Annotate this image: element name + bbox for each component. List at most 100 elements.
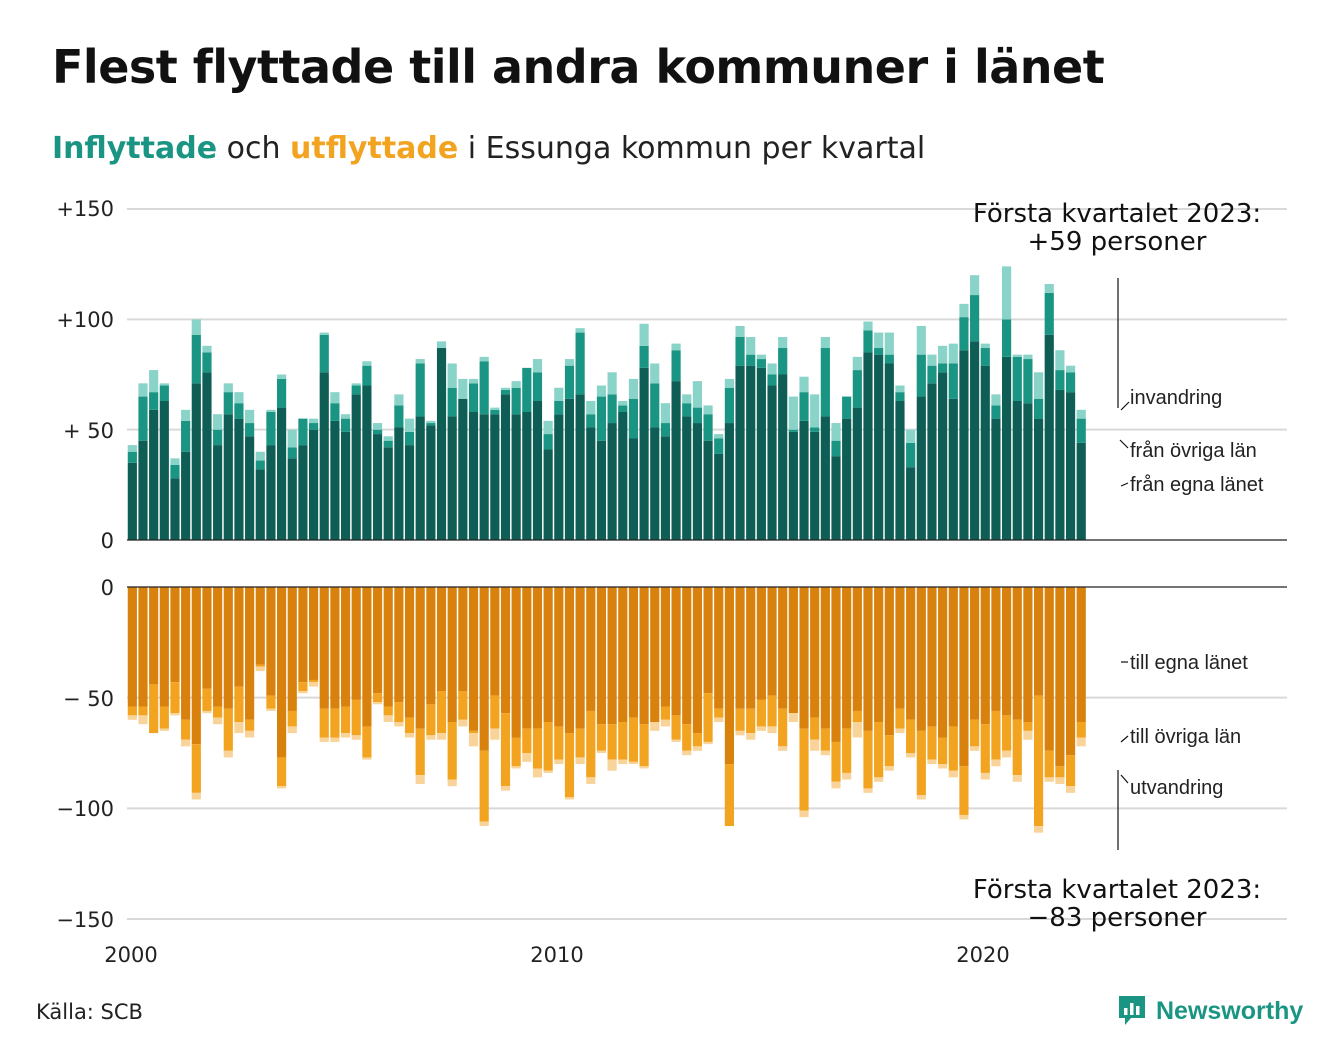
outflow-own-lan-bar-22 — [362, 587, 372, 727]
outflow-other-lan-bar-27 — [415, 728, 425, 776]
outflow-emigration-bar-45 — [607, 759, 617, 771]
outflow-own-lan-bar-5 — [181, 587, 191, 720]
outflow-emigration-bar-82 — [1002, 750, 1012, 758]
outflow-other-lan-bar-44 — [596, 724, 607, 751]
bottom-annotation: Första kvartalet 2023: −83 personer — [973, 875, 1261, 933]
outflow-other-lan-bar-13 — [266, 695, 276, 709]
outflow-other-lan-bar-78 — [959, 766, 969, 815]
inflow-other-lan-bar-47 — [628, 398, 639, 439]
outflow-other-lan-bar-17 — [309, 679, 319, 683]
outflow-own-lan-bar-16 — [298, 587, 308, 683]
outflow-emigration-bar-50 — [660, 719, 670, 727]
outflow-own-lan-bar-36 — [511, 587, 521, 738]
outflow-emigration-bar-85 — [1034, 826, 1044, 833]
outflow-emigration-bar-37 — [522, 753, 532, 762]
inflow-own-lan-bar-21 — [351, 394, 361, 540]
outflow-emigration-bar-69 — [863, 788, 873, 793]
inflow-own-lan-bar-78 — [959, 350, 969, 540]
outflow-other-lan-bar-72 — [895, 708, 905, 729]
inflow-own-lan-bar-43 — [586, 427, 596, 540]
inflow-own-lan-bar-53 — [692, 423, 702, 540]
outflow-own-lan-bar-82 — [1002, 587, 1012, 716]
inflow-other-lan-bar-69 — [863, 330, 873, 353]
outflow-other-lan-bar-73 — [906, 719, 916, 753]
leader-utvandring — [1120, 774, 1129, 784]
inflow-other-lan-bar-0 — [127, 451, 137, 463]
inflow-immigration-bar-60 — [767, 363, 777, 375]
outflow-other-lan-bar-81 — [991, 710, 1001, 760]
inflow-own-lan-bar-48 — [639, 367, 649, 540]
outflow-own-lan-bar-55 — [714, 587, 724, 709]
label-till-ovriga-lan: till övriga län — [1130, 726, 1241, 748]
inflow-own-lan-bar-38 — [532, 400, 543, 540]
outflow-emigration-bar-12 — [255, 666, 265, 672]
inflow-own-lan-bar-69 — [863, 352, 873, 540]
inflow-own-lan-bar-34 — [490, 414, 500, 540]
inflow-immigration-bar-75 — [927, 354, 937, 366]
outflow-other-lan-bar-0 — [127, 706, 137, 716]
outflow-other-lan-bar-86 — [1044, 750, 1054, 778]
outflow-own-lan-bar-13 — [266, 587, 276, 696]
inflow-own-lan-bar-80 — [980, 365, 990, 540]
outflow-emigration-bar-41 — [564, 797, 575, 800]
inflow-own-lan-bar-64 — [810, 431, 820, 540]
inflow-other-lan-bar-43 — [586, 414, 596, 428]
outflow-emigration-bar-44 — [596, 750, 607, 753]
inflow-immigration-bar-52 — [682, 394, 692, 404]
inflow-immigration-bar-49 — [650, 363, 660, 384]
inflow-immigration-bar-58 — [746, 336, 756, 355]
outflow-emigration-bar-32 — [468, 733, 479, 747]
inflow-immigration-bar-9 — [223, 383, 233, 393]
outflow-emigration-bar-7 — [202, 710, 212, 714]
outflow-own-lan-bar-83 — [1012, 587, 1022, 720]
inflow-other-lan-bar-27 — [415, 363, 425, 417]
outflow-other-lan-bar-7 — [202, 688, 212, 711]
outflow-other-lan-bar-1 — [138, 706, 148, 716]
inflow-own-lan-bar-63 — [799, 420, 809, 540]
outflow-emigration-bar-26 — [404, 733, 415, 738]
outflow-emigration-bar-27 — [415, 775, 425, 784]
inflow-other-lan-bar-65 — [820, 348, 830, 417]
outflow-emigration-bar-6 — [191, 792, 201, 800]
outflow-own-lan-bar-61 — [778, 587, 788, 709]
inflow-other-lan-bar-80 — [980, 348, 990, 366]
leader-fran-egna-lanet — [1120, 482, 1129, 487]
subtitle-conjunction: och — [217, 131, 290, 166]
inflow-own-lan-bar-72 — [895, 400, 905, 540]
inflow-immigration-bar-79 — [970, 275, 980, 296]
inflow-immigration-bar-62 — [788, 396, 798, 430]
outflow-own-lan-bar-86 — [1044, 587, 1054, 751]
outflow-other-lan-bar-58 — [746, 708, 756, 734]
inflow-immigration-bar-57 — [735, 325, 745, 337]
inflow-own-lan-bar-4 — [170, 478, 180, 540]
inflow-own-lan-bar-39 — [543, 449, 553, 540]
outflow-other-lan-bar-28 — [426, 704, 436, 736]
outflow-emigration-bar-21 — [351, 735, 361, 740]
outflow-emigration-bar-79 — [970, 746, 980, 751]
outflow-other-lan-bar-40 — [554, 726, 564, 760]
outflow-own-lan-bar-4 — [170, 587, 180, 683]
inflow-own-lan-bar-71 — [884, 363, 894, 540]
inflow-immigration-bar-83 — [1012, 354, 1022, 357]
inflow-other-lan-bar-64 — [810, 427, 820, 432]
outflow-other-lan-bar-20 — [340, 706, 351, 734]
outflow-own-lan-bar-48 — [639, 587, 649, 725]
inflow-other-lan-bar-50 — [660, 423, 670, 437]
inflow-own-lan-bar-24 — [383, 447, 393, 540]
outflow-own-lan-bar-0 — [127, 587, 137, 707]
outflow-own-lan-bar-49 — [650, 587, 660, 723]
outflow-own-lan-bar-60 — [767, 587, 777, 696]
inflow-own-lan-bar-73 — [906, 467, 916, 540]
outflow-emigration-bar-61 — [778, 746, 788, 751]
inflow-own-lan-bar-70 — [874, 354, 884, 540]
inflow-other-lan-bar-15 — [287, 447, 297, 459]
outflow-own-lan-bar-80 — [980, 587, 990, 725]
inflow-other-lan-bar-70 — [874, 348, 884, 355]
outflow-other-lan-bar-88 — [1065, 755, 1076, 787]
outflow-other-lan-bar-10 — [234, 686, 244, 723]
outflow-emigration-bar-48 — [639, 766, 649, 769]
inflow-own-lan-bar-74 — [916, 396, 926, 540]
outflow-other-lan-bar-79 — [970, 719, 980, 747]
inflow-own-lan-bar-37 — [522, 412, 532, 540]
inflow-immigration-bar-12 — [255, 451, 265, 461]
